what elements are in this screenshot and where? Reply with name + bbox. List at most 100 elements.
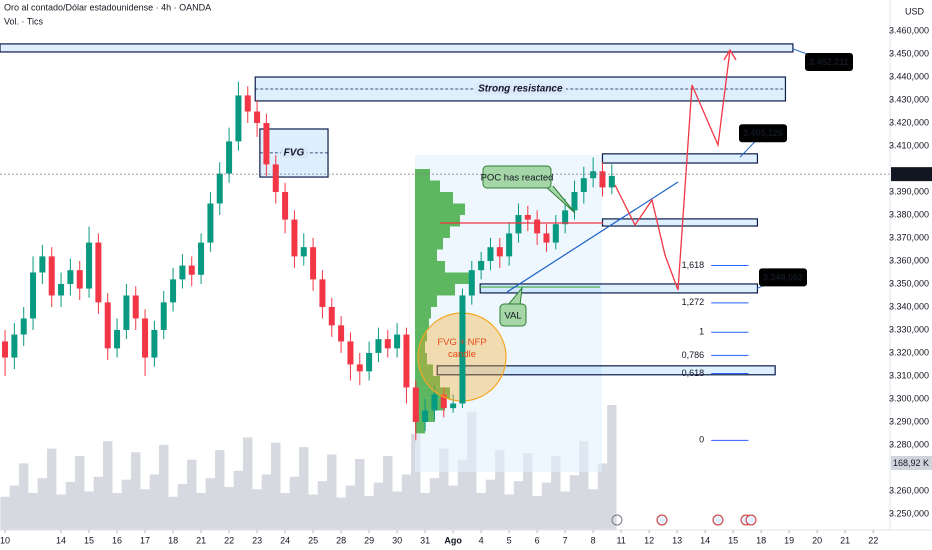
volume-bar [523, 453, 533, 530]
x-tick-label: 31 [420, 535, 430, 545]
zone-label: FVG [284, 148, 305, 159]
volume-bar [495, 450, 505, 530]
candle-body [254, 111, 261, 124]
zone [436, 365, 776, 376]
event-icon [611, 514, 623, 526]
candle-body [328, 306, 335, 326]
volume-bar [252, 489, 262, 530]
x-tick-label: 22 [868, 535, 878, 545]
volume-bar [28, 493, 38, 530]
volume-bar [9, 485, 20, 530]
volume-bar [261, 474, 272, 530]
profile-bar [415, 203, 465, 215]
x-tick-label: 15 [728, 535, 738, 545]
volume-bar [65, 481, 76, 530]
candle-body [496, 247, 503, 257]
candle-body [30, 272, 37, 319]
volume-bar [37, 478, 48, 530]
volume-bar [541, 482, 552, 530]
candle-body [338, 325, 345, 342]
volume-bar [47, 448, 57, 530]
nfp-layer [459, 288, 466, 409]
price-label: 3.452,211 [809, 57, 849, 67]
candle-body [114, 329, 121, 349]
x-tick-label: 20 [812, 535, 822, 545]
candle-body [263, 123, 270, 165]
candle-body [20, 318, 27, 335]
fib-label: 0,786 [682, 350, 705, 360]
candle-body [235, 95, 242, 142]
time-axis [0, 530, 932, 550]
volume-bar [224, 487, 234, 530]
x-tick-label: 19 [784, 535, 794, 545]
y-tick-label: 3.460,000 [889, 25, 929, 35]
profile-bar [415, 364, 433, 376]
volume-bar [383, 456, 393, 530]
note-text: FVG + NFP candle [437, 337, 487, 360]
candle-body [440, 394, 447, 409]
x-tick-label: 22 [224, 535, 234, 545]
x-tick-label: 18 [168, 535, 178, 545]
fib-label: 1,272 [682, 297, 705, 307]
x-tick-label: 6 [535, 535, 540, 545]
volume-label: 168,92 K [893, 458, 929, 468]
zone [601, 218, 759, 227]
x-tick-label: 23 [252, 535, 262, 545]
profile-bar [415, 191, 453, 204]
candle-body [244, 95, 251, 112]
candle-body [590, 171, 597, 179]
currency-label: USD [905, 6, 925, 16]
y-tick-label: 3.340,000 [889, 301, 929, 311]
profile-bar [415, 180, 440, 192]
candle-body [300, 247, 307, 257]
x-tick-label: 14 [700, 535, 710, 545]
candle-body [2, 341, 9, 358]
y-tick-label: 3.280,000 [889, 439, 929, 449]
candle-body [132, 295, 139, 319]
note-text: POC has reacted [481, 173, 554, 184]
candle-body [356, 364, 363, 372]
candle-body [347, 341, 354, 365]
volume-bar [411, 433, 421, 530]
price-label: 3.348,062 [763, 272, 803, 282]
candle-body [608, 175, 615, 188]
x-tick-label: 10 [0, 535, 10, 545]
profile-bar [415, 421, 425, 434]
volume-bar [19, 463, 29, 530]
candle-body [104, 302, 111, 349]
candle-body [272, 164, 279, 192]
volume-bar [392, 491, 402, 530]
volume-bar [56, 494, 66, 530]
fib-label: 0,618 [682, 368, 705, 378]
x-tick-label: 11 [616, 535, 625, 545]
x-tick-label: 5 [507, 535, 512, 545]
volume-bar [504, 494, 514, 530]
fib-label: 0 [699, 435, 704, 445]
candle-body [291, 219, 298, 257]
y-tick-label: 3.350,000 [889, 278, 929, 288]
x-tick-label: 13 [672, 535, 682, 545]
price-label: 3.405,126 [743, 128, 783, 138]
volume-bar [308, 494, 318, 530]
event-icon [656, 514, 668, 526]
profile-bar [415, 272, 470, 284]
profile-bar [415, 375, 440, 388]
candle-body [282, 191, 289, 220]
profile-bar [415, 260, 445, 273]
note-box [482, 165, 552, 189]
note-wrap: FVG + NFP candle [437, 337, 487, 360]
zone-label: Strong resistance [478, 84, 563, 95]
volume-bar [299, 447, 309, 530]
y-tick-label: 3.250,000 [889, 508, 929, 518]
y-tick-label: 3.430,000 [889, 94, 929, 104]
candle-body [552, 224, 559, 243]
projection-path [614, 49, 731, 291]
candle-body [366, 352, 373, 372]
volume-bar [560, 491, 570, 530]
candle-body [534, 219, 541, 234]
volume-bar [579, 441, 589, 530]
profile-bar [415, 237, 443, 250]
volume-bar [0, 496, 10, 530]
volume-bar [196, 493, 206, 530]
candle-body [198, 242, 205, 275]
